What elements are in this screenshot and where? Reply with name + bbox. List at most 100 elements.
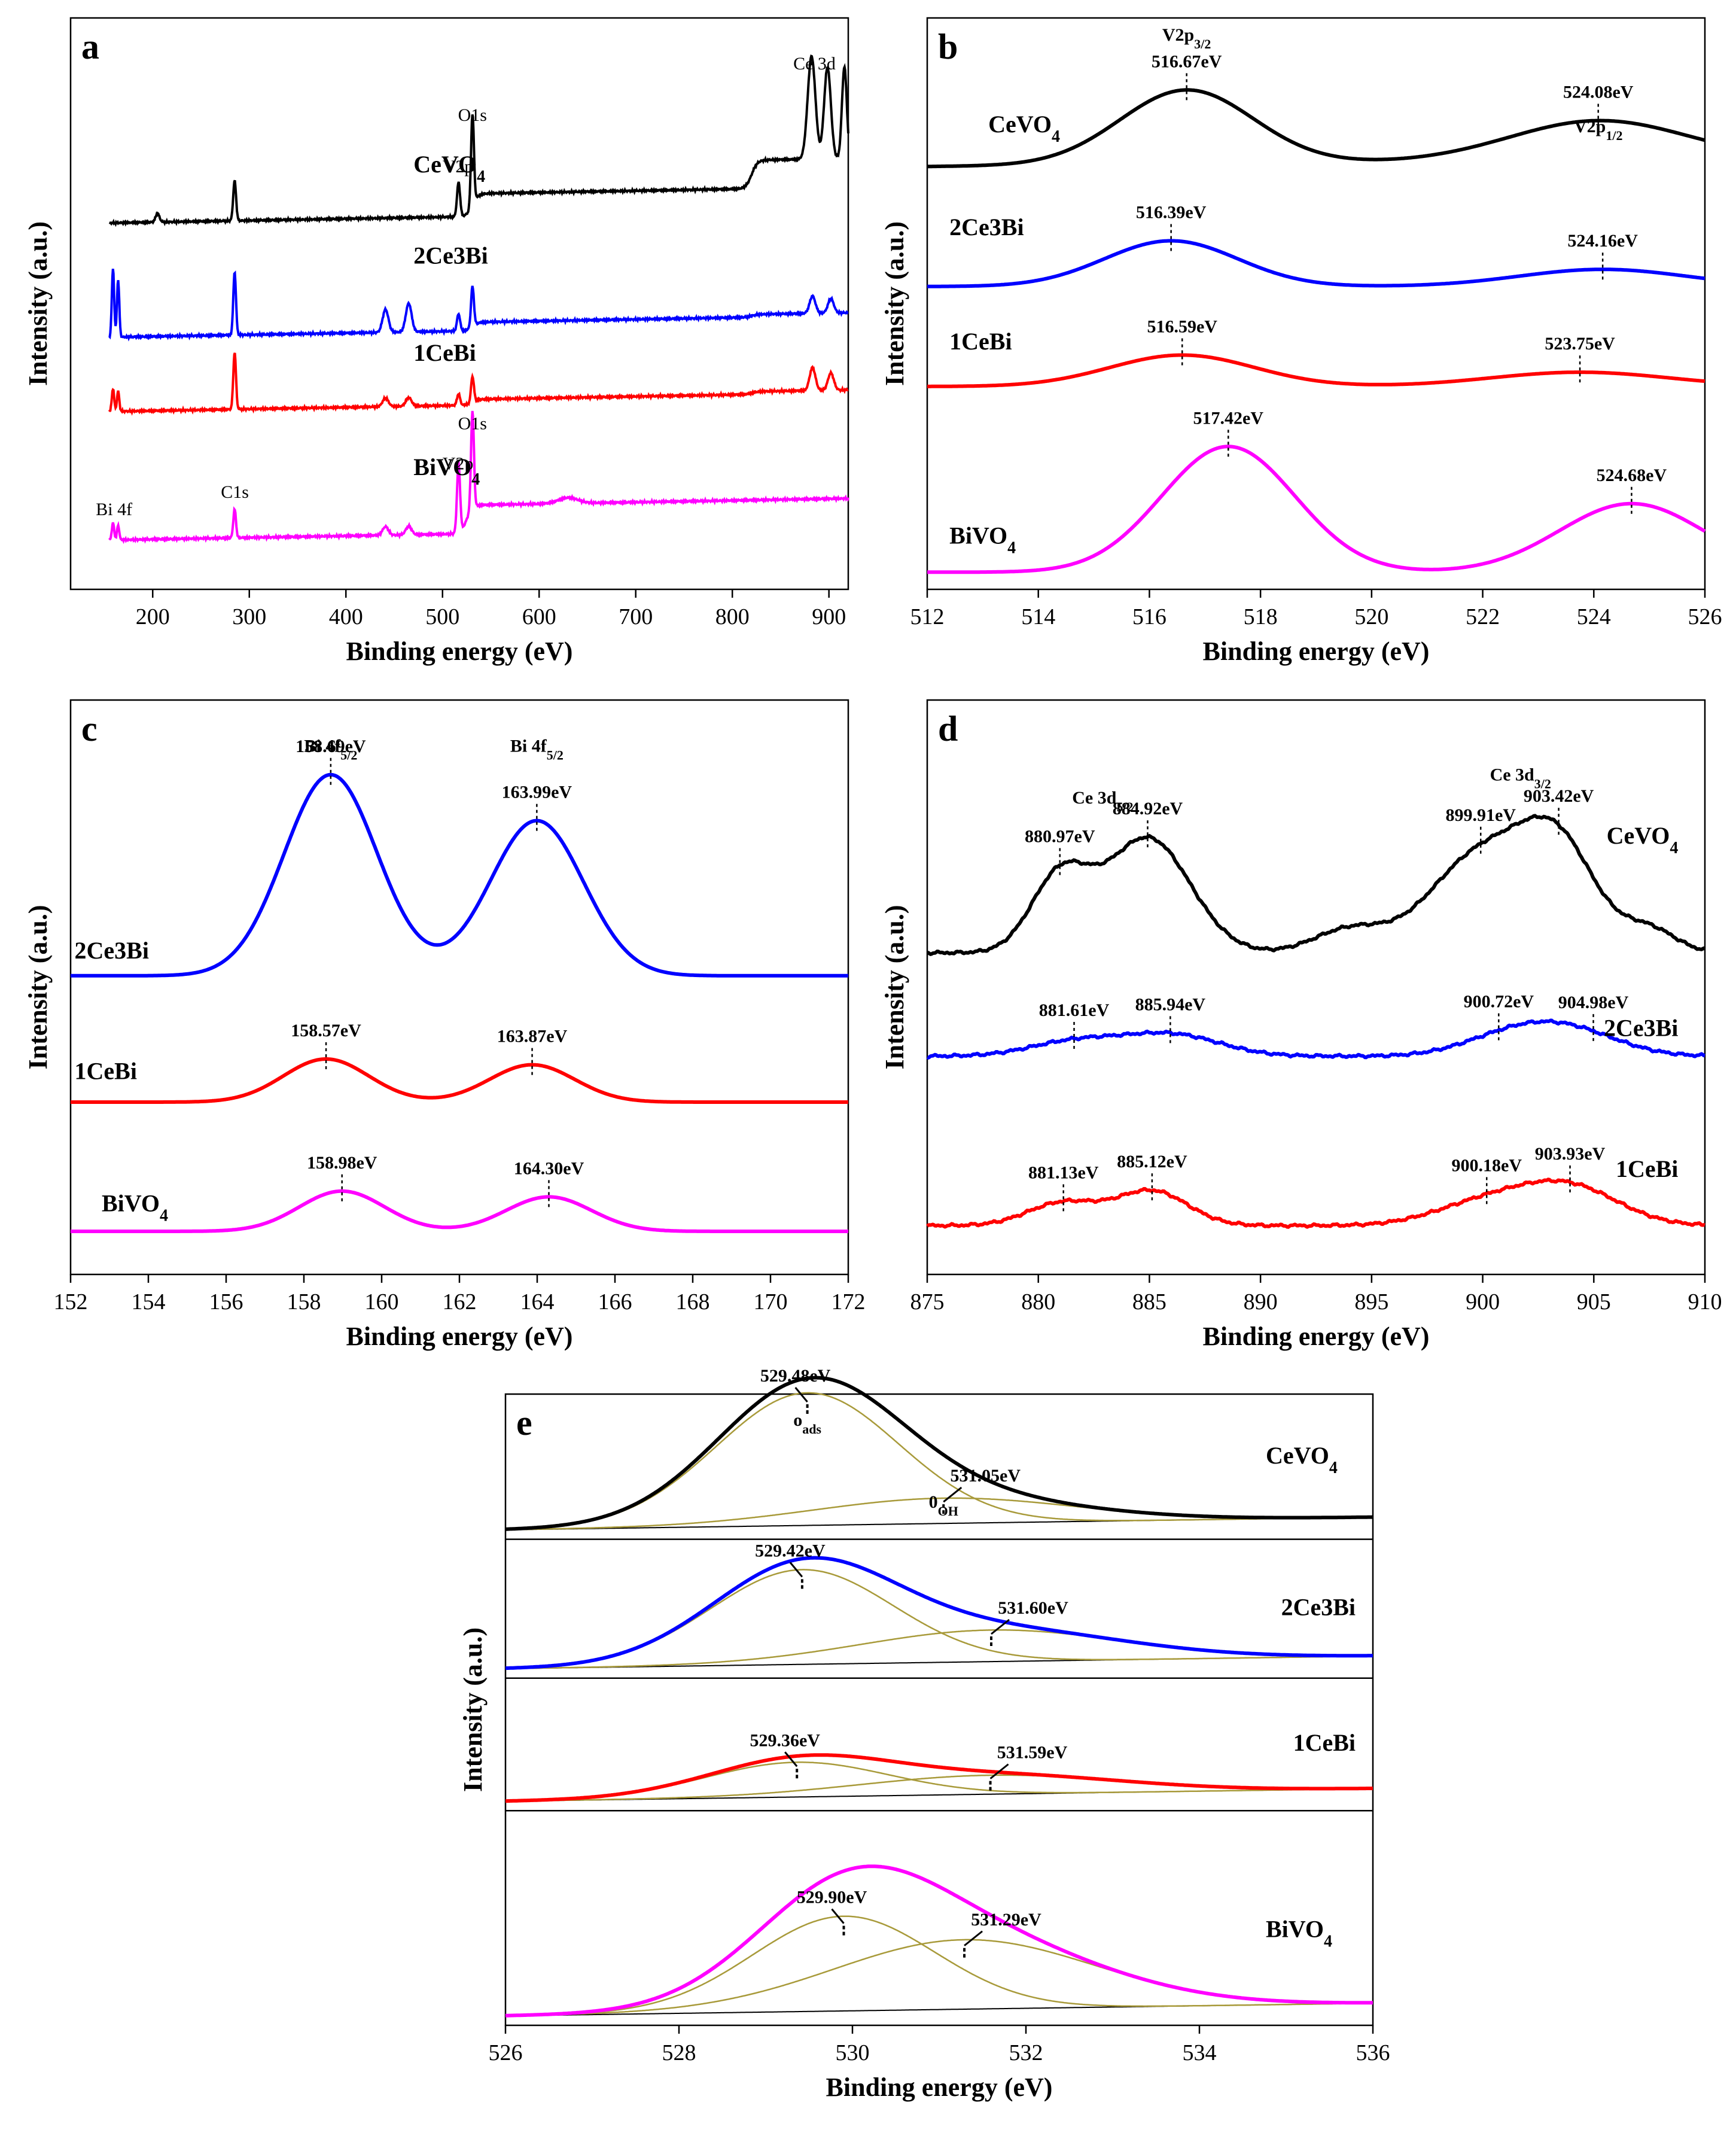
peak-energy-label: 158.69eV	[296, 737, 366, 756]
x-axis-title: Binding energy (eV)	[1203, 637, 1430, 666]
plot-frame	[69, 699, 849, 1276]
peak-energy-label: 516.59eV	[1147, 317, 1217, 336]
series-label: 2Ce3Bi	[1281, 1593, 1356, 1620]
series-line-CeVO4	[927, 814, 1706, 957]
x-tick-label: 172	[832, 1289, 866, 1315]
panel-letter: a	[81, 27, 99, 66]
annotation-arrow	[964, 1930, 983, 1946]
series-label: 1CeBi	[949, 328, 1012, 355]
x-axis-title: Binding energy (eV)	[1203, 1322, 1430, 1351]
peak-label: O1s	[458, 105, 487, 125]
series-line-CeVO4	[505, 1376, 1373, 1531]
peak-energy-label: 531.05eV	[951, 1466, 1021, 1486]
series-label: CeVO4	[1607, 822, 1679, 857]
y-axis-title: Intensity (a.u.)	[23, 221, 53, 386]
series-label: 1CeBi	[75, 1058, 137, 1085]
peak-energy-label: 524.68eV	[1597, 465, 1667, 485]
series-line-BiVO4	[71, 1189, 848, 1233]
peak-energy-label: 900.72eV	[1464, 992, 1534, 1012]
peak-energy-label: 903.93eV	[1535, 1144, 1606, 1164]
peak-energy-label: 903.42eV	[1524, 786, 1594, 806]
y-axis-title: Intensity (a.u.)	[880, 221, 909, 386]
peak-energy-label: 531.29eV	[971, 1910, 1041, 1930]
peak-energy-label: 529.90eV	[797, 1888, 867, 1907]
x-tick-label: 895	[1354, 1289, 1388, 1315]
annotation-arrow	[989, 1763, 1009, 1779]
x-axis-title: Binding energy (eV)	[346, 1322, 573, 1351]
series-line-BiVO4	[505, 1864, 1373, 2018]
peak-title: V2p1/2	[1574, 117, 1622, 143]
y-axis-title: Intensity (a.u.)	[880, 905, 909, 1069]
peak-title: Ce 3d5/2	[1072, 788, 1133, 814]
x-tick-label: 526	[1688, 604, 1722, 629]
x-tick-label: 528	[662, 2040, 696, 2065]
annotation-arrow	[943, 1486, 963, 1503]
series-label: BiVO4	[949, 522, 1016, 558]
peak-energy-label: 885.12eV	[1117, 1152, 1187, 1172]
peak-energy-label: 899.91eV	[1445, 805, 1516, 825]
series-line-CeVO4	[108, 54, 849, 227]
peak-energy-label: 900.18eV	[1452, 1155, 1522, 1175]
x-tick-label: 524	[1577, 604, 1611, 629]
series-line-1Ce4Bi	[108, 352, 849, 416]
peak-energy-label: 164.30eV	[514, 1158, 584, 1178]
plot-frame	[69, 17, 849, 591]
peak-energy-label: 529.48eV	[760, 1366, 831, 1386]
plot-frame	[926, 699, 1706, 1276]
peak-energy-label: 529.36eV	[750, 1730, 820, 1750]
peak-energy-label: 881.13eV	[1028, 1163, 1099, 1182]
y-axis-title: Intensity (a.u.)	[23, 905, 53, 1069]
x-tick-label: 520	[1354, 604, 1388, 629]
x-tick-label: 162	[443, 1289, 477, 1315]
x-tick-label: 875	[910, 1289, 945, 1315]
series-label: 1CeBi	[413, 339, 476, 366]
panel-c: 152 154 156 158 160 162 164 166 168 170 172 Binding…	[23, 699, 866, 1351]
x-tick-label: 900	[812, 604, 846, 629]
annotation-arrow	[831, 1908, 845, 1924]
x-tick-label: 164	[520, 1289, 555, 1315]
peak-energy-label: 516.39eV	[1136, 202, 1207, 222]
peak-title: Bi 4f5/2	[304, 736, 357, 762]
x-tick-label: 200	[136, 604, 170, 629]
peak-label: C1s	[221, 482, 249, 502]
x-tick-label: 166	[598, 1289, 632, 1315]
series-label: CeVO4	[988, 111, 1060, 146]
series-line-1Ce4Bi	[926, 1178, 1705, 1229]
x-tick-label: 532	[1009, 2040, 1043, 2065]
x-tick-label: 905	[1577, 1289, 1611, 1315]
series-line-2Ce3Bi	[927, 239, 1705, 288]
series-line-2Ce3Bi	[108, 269, 849, 342]
series-label: 2Ce3Bi	[1604, 1015, 1678, 1042]
panel-letter: e	[516, 1403, 532, 1443]
annotation-arrow	[784, 1751, 798, 1767]
x-tick-label: 500	[425, 604, 459, 629]
peak-energy-label: 531.59eV	[997, 1743, 1068, 1763]
x-tick-label: 885	[1132, 1289, 1167, 1315]
x-tick-label: 518	[1244, 604, 1278, 629]
x-tick-label: 516	[1132, 604, 1167, 629]
series-label: BiVO4	[1266, 1915, 1332, 1951]
peak-title: Bi 4f5/2	[510, 736, 564, 762]
x-tick-label: 880	[1021, 1289, 1055, 1315]
y-axis-title: Intensity (a.u.)	[458, 1627, 488, 1792]
x-tick-label: 156	[209, 1289, 243, 1315]
series-label: 2Ce3Bi	[413, 242, 488, 269]
x-tick-label: 530	[836, 2040, 870, 2065]
peak-energy-label: 517.42eV	[1193, 408, 1264, 428]
panel-letter: b	[938, 27, 958, 66]
peak-title: V2p3/2	[1162, 25, 1211, 51]
x-tick-label: 900	[1466, 1289, 1500, 1315]
peak-label: O1s	[458, 414, 487, 434]
peak-energy-label: 516.67eV	[1152, 51, 1222, 71]
peak-label: V2p	[443, 157, 474, 177]
peak-energy-label: 524.16eV	[1567, 231, 1638, 251]
peak-energy-label: 885.94eV	[1135, 994, 1206, 1014]
annotation-arrow	[794, 1387, 808, 1402]
x-tick-label: 168	[676, 1289, 710, 1315]
x-tick-label: 700	[619, 604, 653, 629]
x-tick-label: 800	[715, 604, 750, 629]
peak-energy-label: 163.99eV	[502, 783, 572, 802]
series-label: CeVO4	[1266, 1442, 1338, 1477]
series-line-1Ce4Bi	[71, 1057, 848, 1104]
